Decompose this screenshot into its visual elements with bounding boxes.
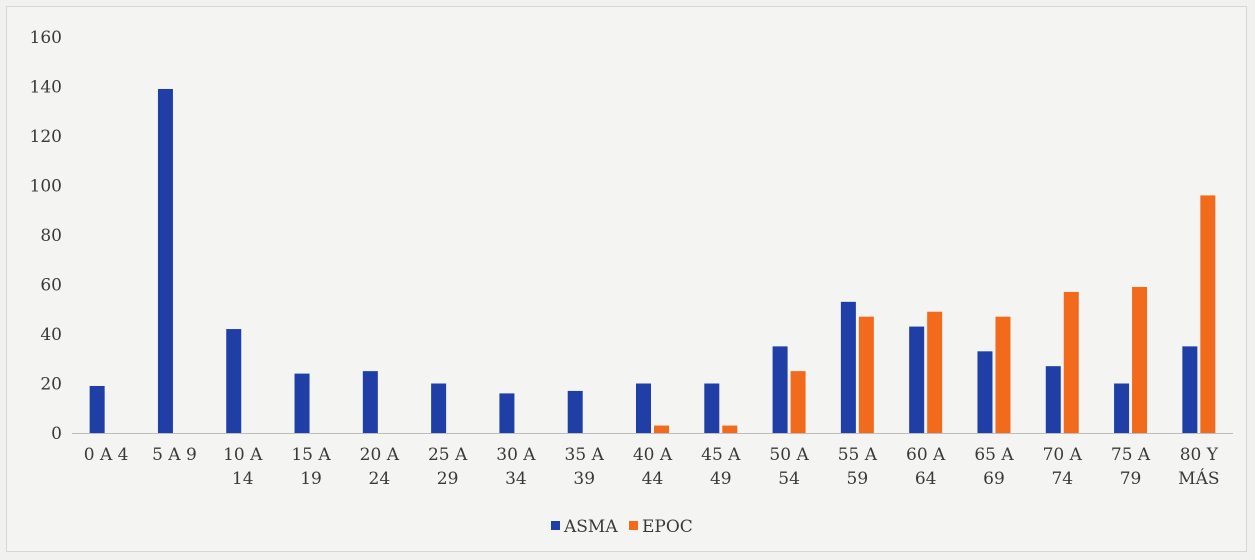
x-tick-label: 75 A	[1111, 445, 1151, 465]
x-tick-label: 79	[1120, 469, 1142, 489]
bar-asma-7	[567, 390, 583, 433]
x-tick-label: 20 A	[360, 445, 400, 465]
bar-epoc-12	[927, 311, 943, 433]
x-tick-label: 49	[710, 469, 732, 489]
x-tick-label: 50 A	[769, 445, 809, 465]
y-tick-label: 20	[40, 375, 62, 395]
x-tick-label: 35 A	[565, 445, 605, 465]
x-tick-label: 15 A	[291, 445, 331, 465]
x-tick-label: MÁS	[1178, 468, 1219, 489]
y-tick-label: 140	[30, 78, 62, 98]
chart-frame	[6, 6, 1247, 552]
x-tick-label: 64	[915, 469, 937, 489]
bar-epoc-16	[1200, 195, 1216, 433]
x-tick-label: 44	[642, 469, 664, 489]
x-tick-label: 55 A	[838, 445, 878, 465]
y-axis-ticks: 0 20 40 60 80 100 120 140 160	[30, 28, 62, 444]
y-tick-label: 160	[30, 28, 62, 48]
y-tick-label: 60	[40, 276, 62, 296]
x-tick-label: 29	[437, 469, 459, 489]
bar-asma-12	[909, 326, 925, 433]
bar-asma-5	[431, 383, 447, 433]
bar-asma-2	[226, 329, 242, 433]
y-tick-label: 40	[40, 325, 62, 345]
bar-epoc-11	[858, 316, 874, 433]
bar-asma-6	[499, 393, 515, 433]
x-tick-label: 59	[847, 469, 869, 489]
x-tick-label: 74	[1051, 469, 1073, 489]
bars	[89, 88, 1216, 433]
legend: ASMA EPOC	[551, 517, 693, 537]
x-tick-label: 25 A	[428, 445, 468, 465]
bar-asma-10	[772, 346, 788, 433]
x-tick-label: 80 Y	[1180, 445, 1219, 465]
y-tick-label: 100	[30, 177, 62, 197]
bar-asma-9	[704, 383, 720, 433]
bar-asma-8	[636, 383, 651, 433]
bar-epoc-15	[1132, 286, 1148, 433]
x-tick-label: 54	[778, 469, 800, 489]
y-tick-label: 80	[40, 226, 62, 246]
bar-asma-11	[840, 301, 856, 433]
legend-swatch-asma	[551, 521, 560, 530]
x-axis-ticks: 0 A 4 5 A 9 10 A 14 15 A 19 20 A 24 25 A 29 30 A 34…	[84, 445, 1220, 489]
x-tick-label: 34	[505, 469, 527, 489]
x-tick-label: 70 A	[1043, 445, 1083, 465]
x-tick-label: 10 A	[223, 445, 263, 465]
bar-epoc-8	[654, 425, 669, 433]
x-tick-label: 30 A	[496, 445, 536, 465]
x-tick-label: 60 A	[906, 445, 946, 465]
bar-asma-14	[1045, 366, 1061, 433]
x-tick-label: 45 A	[701, 445, 741, 465]
bar-asma-15	[1114, 383, 1130, 433]
bar-asma-1	[157, 88, 173, 433]
y-tick-label: 120	[30, 127, 62, 147]
bar-asma-3	[294, 373, 310, 433]
x-tick-label: 19	[300, 469, 322, 489]
legend-label-asma: ASMA	[563, 517, 618, 537]
bar-epoc-13	[995, 316, 1011, 433]
bar-asma-0	[89, 385, 105, 433]
legend-label-epoc: EPOC	[642, 517, 693, 537]
bar-epoc-9	[722, 425, 738, 433]
x-tick-label: 14	[232, 469, 254, 489]
bar-epoc-10	[790, 371, 806, 433]
bar-asma-16	[1182, 346, 1198, 433]
x-tick-label: 5 A 9	[152, 445, 197, 465]
bar-asma-13	[977, 351, 993, 433]
legend-swatch-epoc	[629, 521, 638, 530]
x-tick-label: 69	[983, 469, 1005, 489]
bar-epoc-14	[1063, 291, 1079, 433]
x-tick-label: 24	[369, 469, 391, 489]
y-tick-label: 0	[51, 424, 62, 444]
x-tick-label: 40 A	[633, 445, 673, 465]
x-tick-label: 65 A	[974, 445, 1014, 465]
x-tick-label: 0 A 4	[84, 445, 129, 465]
x-tick-label: 39	[573, 469, 595, 489]
bar-asma-4	[362, 371, 378, 433]
